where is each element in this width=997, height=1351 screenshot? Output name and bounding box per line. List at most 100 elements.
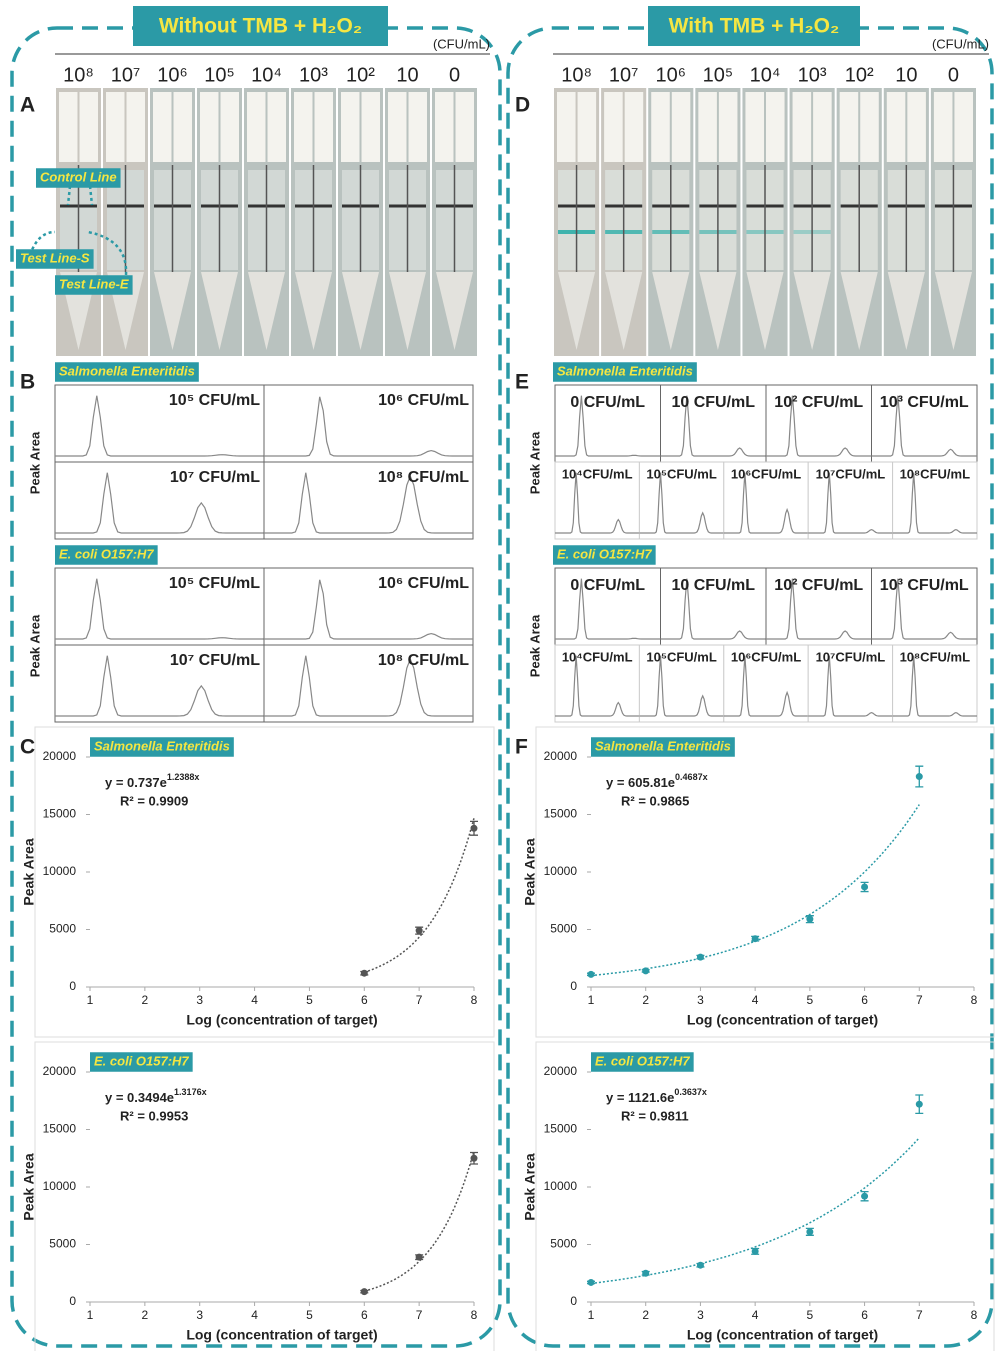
y-axis-label: Peak Area — [21, 838, 37, 905]
strip-pad — [719, 92, 738, 162]
concentration-label: 10⁵CFU/mL — [646, 649, 716, 664]
concentration: 10³ — [299, 64, 328, 86]
r-squared: R² = 0.9953 — [120, 1108, 188, 1123]
strip-pad — [793, 92, 812, 162]
strip-pad — [745, 92, 764, 162]
strip-pad — [174, 92, 193, 162]
data-point — [806, 916, 813, 923]
data-point — [361, 1288, 368, 1295]
strip-pad — [59, 92, 78, 162]
x-tick-label: 3 — [196, 1308, 203, 1322]
strip-pad — [578, 92, 597, 162]
x-tick-label: 2 — [642, 993, 649, 1007]
data-point — [752, 1248, 759, 1255]
x-tick-label: 5 — [807, 1308, 814, 1322]
concentration-label: 10⁷CFU/mL — [816, 466, 886, 481]
x-tick-label: 4 — [251, 1308, 258, 1322]
strip-pad — [954, 92, 973, 162]
species-label-group: E. coli O157:H7 — [55, 545, 158, 565]
concentration-label: 10⁷ CFU/mL — [170, 652, 260, 669]
x-tick-label: 3 — [196, 993, 203, 1007]
concentration-label: 10⁵CFU/mL — [646, 466, 716, 481]
strip-pad — [409, 92, 428, 162]
figure: Without TMB + H₂O₂(CFU/mL)10⁸10⁷10⁶10⁵10… — [0, 0, 997, 1351]
strip-pad — [127, 92, 146, 162]
strip-pad — [907, 92, 926, 162]
y-tick-label: 10000 — [544, 864, 578, 878]
panel-letter: B — [20, 371, 35, 394]
x-tick-label: 1 — [588, 993, 595, 1007]
data-point — [916, 1101, 923, 1108]
concentration-label: 10⁸CFU/mL — [900, 466, 970, 481]
concentration-label: 10⁷ CFU/mL — [170, 469, 260, 486]
strip-pad — [604, 92, 623, 162]
species-label: Salmonella Enteritidis — [59, 363, 195, 378]
x-tick-label: 8 — [971, 993, 978, 1007]
chart-frame — [536, 727, 994, 1037]
strip-pad — [388, 92, 407, 162]
test-line-e-label: Test Line-E — [59, 276, 129, 291]
chart-frame — [35, 1042, 494, 1351]
equation-base: y = 1121.6e — [606, 1090, 674, 1105]
x-tick-label: 4 — [752, 993, 759, 1007]
strip-pad — [557, 92, 576, 162]
concentration-label: 10² CFU/mL — [774, 394, 863, 411]
y-tick-label: 10000 — [43, 864, 77, 878]
y-tick-label: 5000 — [550, 922, 577, 936]
strip-pad — [80, 92, 99, 162]
strip-pad — [651, 92, 670, 162]
equation: y = 1121.6e0.3637x — [606, 1087, 707, 1105]
y-axis-label: Peak Area — [27, 614, 42, 677]
concentration-label: 10⁶CFU/mL — [731, 466, 801, 481]
strip-pad — [672, 92, 691, 162]
equation-base: y = 0.3494e — [105, 1090, 174, 1105]
data-point — [416, 1254, 423, 1261]
concentration: 10 — [396, 64, 418, 86]
concentration-label: 0 CFU/mL — [570, 394, 645, 411]
strip-pad — [341, 92, 360, 162]
x-tick-label: 2 — [142, 1308, 149, 1322]
y-tick-label: 5000 — [49, 922, 76, 936]
panel-letter: C — [20, 736, 35, 759]
concentration: 10 — [895, 64, 917, 86]
strip-pad — [625, 92, 644, 162]
y-tick-label: 10000 — [43, 1179, 77, 1193]
concentration-label: 0 CFU/mL — [570, 577, 645, 594]
x-tick-label: 5 — [807, 993, 814, 1007]
strip-pad — [934, 92, 953, 162]
data-point — [588, 971, 595, 978]
chart-title-group: E. coli O157:H7 — [591, 1052, 694, 1072]
y-tick-label: 0 — [69, 1294, 76, 1308]
strip-pad — [435, 92, 454, 162]
chart-title-group: Salmonella Enteritidis — [90, 737, 234, 757]
concentration: 0 — [948, 64, 959, 86]
y-axis-label: Peak Area — [527, 431, 542, 494]
concentration-label: 10 CFU/mL — [671, 577, 755, 594]
panel-letter: D — [515, 94, 530, 117]
data-point — [642, 967, 649, 974]
equation: y = 0.3494e1.3176x — [105, 1087, 207, 1105]
trendline — [364, 818, 474, 972]
concentration: 10⁶ — [656, 64, 686, 86]
header: With TMB + H₂O₂ — [669, 15, 840, 38]
concentration-label: 10⁶ CFU/mL — [378, 392, 469, 409]
concentration: 10⁵ — [204, 64, 235, 86]
y-tick-label: 0 — [570, 979, 577, 993]
concentration-label: 10⁶ CFU/mL — [378, 575, 469, 592]
x-tick-label: 2 — [142, 993, 149, 1007]
data-point — [752, 935, 759, 942]
data-point — [471, 1155, 478, 1162]
data-point — [916, 773, 923, 780]
strip-pad — [200, 92, 219, 162]
strip-pad — [887, 92, 906, 162]
concentration-label: 10⁴CFU/mL — [562, 466, 633, 481]
x-tick-label: 5 — [306, 1308, 313, 1322]
equation-exponent: 0.4687x — [675, 772, 708, 782]
panel-letter: A — [20, 94, 35, 117]
concentration: 10⁶ — [157, 64, 187, 86]
strip-pad — [268, 92, 287, 162]
x-tick-label: 6 — [861, 993, 868, 1007]
header: Without TMB + H₂O₂ — [159, 15, 362, 38]
strip-pad — [840, 92, 859, 162]
strip-pad — [362, 92, 381, 162]
